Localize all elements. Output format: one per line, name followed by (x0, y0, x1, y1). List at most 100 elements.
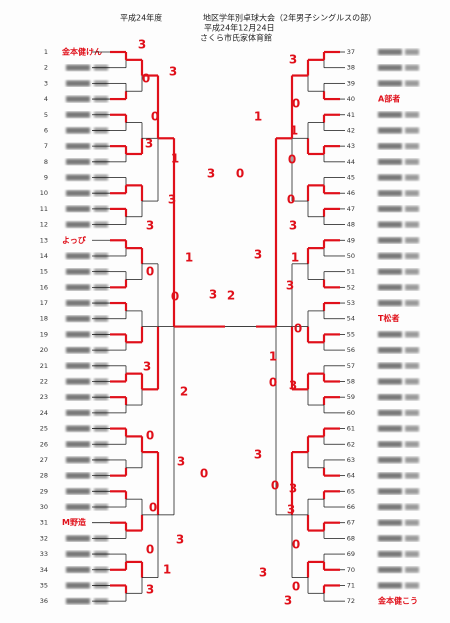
entry-number: 62 (347, 440, 355, 448)
blurred-school (405, 158, 419, 165)
blurred-name (378, 143, 402, 150)
score: 3 (143, 360, 151, 374)
entry-number: 49 (347, 236, 355, 244)
entry-number: 20 (40, 346, 48, 354)
blurred-name (378, 504, 402, 511)
blurred-name (378, 111, 402, 118)
entry-number: 12 (40, 221, 48, 229)
blurred-name (66, 64, 90, 71)
score: 0 (287, 193, 295, 207)
entry-number: 31 (40, 519, 48, 527)
entry-number: 71 (347, 581, 355, 589)
blurred-name (378, 190, 402, 197)
blurred-school (405, 111, 419, 118)
blurred-name (66, 425, 90, 432)
blurred-school (405, 409, 419, 416)
blurred-name (378, 566, 402, 573)
entry-number: 15 (40, 268, 48, 276)
entry-number: 32 (40, 534, 48, 542)
entry-number: 60 (347, 409, 355, 417)
entry-number: 57 (347, 362, 355, 370)
blurred-name (66, 190, 90, 197)
blurred-name (66, 268, 90, 275)
blurred-name (66, 221, 90, 228)
blurred-name (66, 205, 90, 212)
year: 平成24年度 (120, 13, 162, 23)
blurred-school (405, 519, 419, 526)
score: 0 (142, 72, 150, 86)
blurred-name (378, 378, 402, 385)
blurred-school (405, 221, 419, 228)
entry-number: 47 (347, 205, 355, 213)
entry-number: 22 (40, 377, 48, 385)
entry-number: 13 (40, 236, 48, 244)
blurred-name (66, 96, 90, 103)
entry-number: 10 (40, 189, 48, 197)
entry-number: 39 (347, 79, 355, 87)
entry-number: 45 (347, 174, 355, 182)
entry-number: 3 (44, 79, 48, 87)
entry-number: 23 (40, 393, 48, 401)
blurred-name (378, 205, 402, 212)
entry-number: 70 (347, 566, 355, 574)
score: 1 (291, 251, 299, 265)
entry-number: 17 (40, 299, 48, 307)
score: 1 (185, 251, 193, 265)
score: 1 (163, 563, 171, 577)
entry-number: 9 (44, 174, 48, 182)
entry-number: 48 (347, 221, 355, 229)
score: 3 (176, 533, 184, 547)
blurred-name (378, 221, 402, 228)
entry-number: 18 (40, 315, 48, 323)
entry-number: 41 (347, 111, 355, 119)
score: 3 (177, 455, 185, 469)
blurred-name (378, 284, 402, 291)
blurred-school (405, 488, 419, 495)
title: 地区学年別卓球大会（2年男子シングルスの部） (203, 13, 376, 23)
blurred-school (405, 190, 419, 197)
score: 0 (294, 322, 302, 336)
blurred-school (405, 174, 419, 181)
blurred-name (66, 378, 90, 385)
score: 3 (209, 288, 217, 302)
entry-number: 11 (40, 205, 48, 213)
entry-number: 40 (347, 95, 355, 103)
entry-number: 67 (347, 519, 355, 527)
entry-number: 59 (347, 393, 355, 401)
score: 0 (149, 501, 157, 515)
entry-number: 4 (44, 95, 48, 103)
blurred-school (405, 535, 419, 542)
date: 平成24年12月24日 (204, 23, 275, 33)
blurred-name (66, 127, 90, 134)
entry-number: 34 (40, 566, 48, 574)
blurred-name (66, 551, 90, 558)
blurred-name (378, 331, 402, 338)
entry-number: 72 (347, 597, 355, 605)
blurred-name (378, 64, 402, 71)
blurred-school (405, 127, 419, 134)
blurred-name (378, 535, 402, 542)
score: 2 (180, 385, 188, 399)
entry-number: 35 (40, 581, 48, 589)
blurred-school (405, 64, 419, 71)
score: 3 (259, 566, 267, 580)
blurred-school (405, 472, 419, 479)
entry-name: 金本健けん (61, 47, 102, 57)
blurred-name (66, 582, 90, 589)
score: 3 (254, 248, 262, 262)
entry-number: 42 (347, 126, 355, 134)
entry-number: 25 (40, 425, 48, 433)
entry-name: M野造 (62, 517, 86, 527)
blurred-name (378, 127, 402, 134)
blurred-name (378, 456, 402, 463)
score: 1 (269, 350, 277, 364)
score: 1 (254, 110, 262, 124)
score: 3 (289, 53, 297, 67)
blurred-name (66, 80, 90, 87)
blurred-school (405, 394, 419, 401)
blurred-school (405, 378, 419, 385)
blurred-name (66, 472, 90, 479)
score: 3 (145, 137, 153, 151)
entry-number: 16 (40, 283, 48, 291)
blurred-name (66, 315, 90, 322)
